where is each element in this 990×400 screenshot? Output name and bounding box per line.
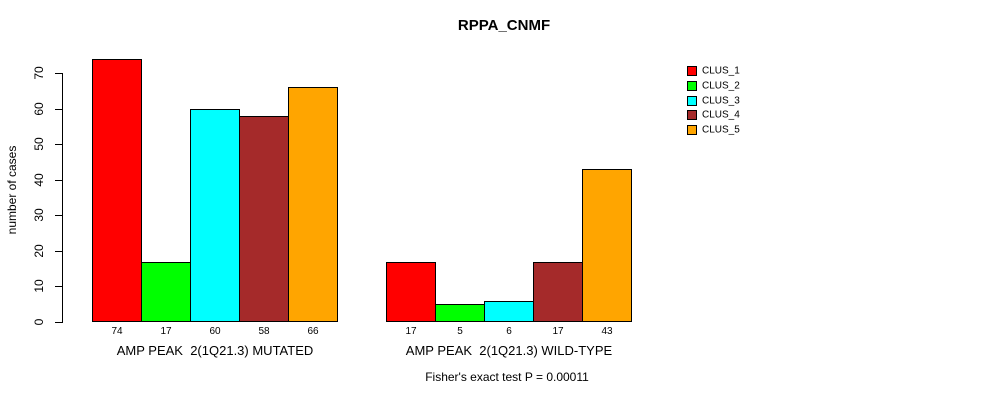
group-label: AMP PEAK 2(1Q21.3) WILD-TYPE — [405, 343, 613, 358]
y-tick-label: 40 — [32, 173, 46, 187]
bar-value-label: 6 — [506, 326, 512, 337]
y-tick-label: 10 — [32, 279, 46, 293]
legend-label: CLUS_3 — [702, 95, 740, 107]
y-axis-label: number of cases — [5, 145, 19, 235]
bar-value-label: 66 — [307, 326, 319, 337]
y-tick — [55, 251, 62, 252]
y-tick-label: 70 — [32, 66, 46, 80]
y-tick — [55, 286, 62, 287]
footer-note: Fisher's exact test P = 0.00011 — [425, 370, 589, 384]
bar-clus_3-group1 — [190, 109, 240, 322]
y-tick — [55, 322, 62, 323]
y-tick — [55, 73, 62, 74]
bar-clus_2-group2 — [435, 304, 485, 322]
bar-value-label: 60 — [209, 326, 221, 337]
y-tick-label: 50 — [32, 137, 46, 151]
bar-value-label: 17 — [405, 326, 417, 337]
bar-clus_5-group2 — [582, 169, 632, 322]
y-tick-label: 0 — [32, 318, 46, 326]
bar-clus_1-group1 — [92, 59, 142, 322]
bar-value-label: 17 — [552, 326, 564, 337]
legend-swatch-clus_5 — [687, 125, 697, 136]
y-tick — [55, 144, 62, 145]
y-tick-label: 60 — [32, 102, 46, 116]
y-tick — [55, 180, 62, 181]
legend-swatch-clus_4 — [687, 110, 697, 121]
bar-clus_5-group1 — [288, 87, 338, 322]
bar-value-label: 17 — [160, 326, 172, 337]
legend-label: CLUS_4 — [702, 109, 740, 121]
y-tick — [55, 109, 62, 110]
legend-label: CLUS_1 — [702, 65, 740, 77]
y-tick-label: 20 — [32, 244, 46, 258]
legend-swatch-clus_3 — [687, 95, 697, 106]
legend-label: CLUS_2 — [702, 80, 740, 92]
bar-value-label: 5 — [457, 326, 463, 337]
y-tick — [55, 215, 62, 216]
bar-clus_3-group2 — [484, 301, 534, 322]
y-axis-line — [62, 73, 63, 323]
y-tick-label: 30 — [32, 208, 46, 222]
bar-value-label: 58 — [258, 326, 270, 337]
legend-swatch-clus_1 — [687, 66, 697, 76]
bar-clus_4-group2 — [533, 262, 583, 322]
bar-clus_1-group2 — [386, 262, 436, 322]
bar-value-label: 43 — [601, 326, 613, 337]
chart-title: RPPA_CNMF — [457, 17, 551, 34]
legend-label: CLUS_5 — [702, 124, 740, 136]
group-label: AMP PEAK 2(1Q21.3) MUTATED — [116, 343, 314, 358]
bar-value-label: 74 — [111, 326, 123, 337]
bar-clus_2-group1 — [141, 262, 191, 322]
bar-clus_4-group1 — [239, 116, 289, 322]
legend-swatch-clus_2 — [687, 80, 697, 91]
